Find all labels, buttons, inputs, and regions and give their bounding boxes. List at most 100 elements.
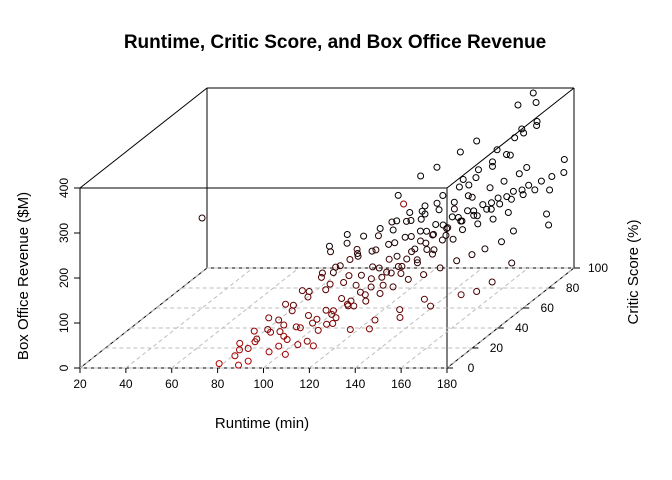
data-point	[318, 269, 326, 277]
data-point	[507, 195, 515, 203]
grid-line-x	[400, 267, 529, 369]
x-tick-label: 80	[211, 377, 225, 391]
data-point	[329, 307, 337, 315]
data-point	[367, 283, 375, 291]
data-point	[376, 225, 384, 232]
z-tick-label: 100	[57, 313, 71, 333]
data-point	[323, 320, 331, 328]
data-point	[560, 169, 568, 176]
data-point	[474, 166, 482, 174]
data-point	[375, 264, 383, 272]
plot-box	[79, 87, 575, 369]
data-point	[385, 255, 393, 263]
data-point	[417, 215, 425, 223]
data-point	[340, 279, 348, 286]
data-point	[362, 297, 370, 305]
data-point	[533, 118, 541, 125]
data-point	[251, 338, 259, 346]
data-point	[361, 291, 369, 299]
data-point	[379, 281, 387, 289]
data-point	[420, 295, 428, 303]
data-point	[416, 227, 424, 235]
data-point	[525, 181, 533, 189]
y-tick-label: 0	[468, 361, 475, 375]
data-point	[288, 307, 296, 315]
data-point	[439, 192, 447, 199]
data-point	[353, 245, 361, 253]
data-point	[413, 259, 421, 267]
data-point	[502, 151, 510, 158]
data-point	[317, 273, 325, 281]
data-point	[396, 306, 404, 314]
data-point	[304, 312, 312, 319]
data-point	[442, 231, 450, 239]
data-point	[313, 315, 321, 323]
data-point	[493, 146, 501, 154]
y-tick-label: 100	[588, 261, 608, 275]
data-point	[421, 202, 429, 210]
data-point	[423, 246, 431, 253]
data-point	[523, 164, 531, 171]
data-point	[388, 218, 396, 226]
data-point	[404, 275, 412, 283]
data-point	[511, 134, 519, 142]
data-point	[520, 129, 528, 137]
data-point	[428, 250, 436, 258]
data-point	[374, 232, 382, 240]
data-point	[329, 320, 337, 327]
data-point	[474, 220, 482, 228]
data-point	[453, 257, 461, 265]
data-point	[488, 278, 496, 286]
grid-line-x	[354, 267, 483, 369]
data-point	[504, 209, 512, 216]
data-point	[343, 300, 351, 308]
x-tick-label: 160	[391, 377, 411, 391]
data-point	[400, 200, 408, 208]
data-point	[518, 125, 526, 133]
data-point	[276, 328, 284, 336]
data-point	[371, 316, 379, 324]
x-axis-ticks: 20 40 60 80 100 120 140 160 180	[73, 368, 457, 391]
data-point	[417, 237, 425, 245]
data-point	[433, 163, 441, 171]
data-point	[391, 239, 399, 247]
grid-line-x	[171, 267, 300, 369]
data-point	[406, 209, 414, 216]
data-point	[543, 210, 551, 218]
data-point	[486, 184, 494, 192]
z-tick-label: 200	[57, 268, 71, 288]
data-point	[548, 173, 556, 180]
data-point	[365, 325, 373, 333]
data-point	[304, 293, 312, 301]
data-point	[325, 242, 333, 250]
x-axis-label: Runtime (min)	[215, 415, 309, 432]
data-point	[354, 252, 362, 260]
data-point	[328, 310, 336, 318]
data-point	[436, 264, 444, 272]
data-point	[294, 341, 302, 349]
data-point	[488, 199, 496, 207]
data-point	[296, 324, 304, 332]
data-point	[533, 122, 541, 129]
data-points	[198, 89, 568, 369]
data-point	[198, 214, 206, 222]
data-point	[322, 286, 330, 294]
data-point	[546, 186, 554, 194]
data-point	[250, 327, 258, 335]
z-tick-label: 300	[57, 223, 71, 243]
data-point	[396, 314, 404, 321]
data-point	[459, 226, 466, 234]
data-point	[413, 256, 421, 264]
data-point	[496, 200, 504, 208]
data-point	[393, 217, 401, 225]
data-point	[265, 314, 273, 322]
data-point	[456, 148, 464, 156]
data-point	[275, 316, 283, 324]
data-point	[378, 273, 386, 281]
data-point	[429, 230, 437, 238]
data-point	[372, 246, 380, 254]
data-point	[455, 183, 463, 191]
data-point	[376, 290, 384, 297]
data-point	[429, 231, 437, 239]
